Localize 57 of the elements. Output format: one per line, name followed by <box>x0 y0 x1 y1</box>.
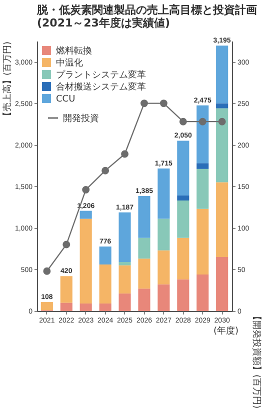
bar <box>158 168 170 219</box>
x-axis-title: (年度) <box>213 326 238 336</box>
bar <box>216 257 228 311</box>
bar <box>80 304 92 311</box>
y-axis-title: 【売上高】(百万円) <box>2 42 13 121</box>
bar <box>177 196 190 201</box>
point <box>160 100 168 108</box>
bar <box>99 304 112 311</box>
bar <box>177 140 190 196</box>
point <box>121 150 129 158</box>
bar <box>99 264 112 304</box>
bar <box>216 108 228 182</box>
point <box>218 118 226 126</box>
bar <box>196 208 209 274</box>
y2-axis-title: 【開発投資額】(百万円) <box>251 312 262 409</box>
bar <box>138 288 150 311</box>
point <box>82 186 90 194</box>
bar <box>196 105 209 164</box>
bar <box>118 294 131 311</box>
bar <box>196 274 209 311</box>
bar <box>40 302 53 310</box>
bar <box>80 210 92 219</box>
bar <box>60 302 72 311</box>
bar <box>80 218 92 304</box>
legend-label: プラントシステム変革 <box>56 70 146 80</box>
point <box>62 240 70 248</box>
bar <box>177 238 190 280</box>
bar <box>118 262 131 266</box>
bar <box>216 103 228 108</box>
bar <box>158 250 170 284</box>
legend-label: 燃料転換 <box>56 46 92 56</box>
bar <box>177 279 190 311</box>
legend-label: 開発投資 <box>63 113 99 124</box>
bar <box>158 284 170 311</box>
bar <box>118 265 131 294</box>
bar <box>196 168 209 209</box>
point <box>198 118 206 126</box>
bar <box>118 212 131 262</box>
bar <box>138 196 150 238</box>
point <box>179 118 187 126</box>
bar <box>138 238 150 259</box>
legend-label: 合材搬送システム変革 <box>56 82 146 92</box>
bar <box>216 46 228 104</box>
point <box>140 100 148 108</box>
bar <box>216 182 228 257</box>
bar <box>158 218 170 250</box>
bar <box>138 258 150 289</box>
legend-label: CCU <box>56 94 76 104</box>
point <box>43 267 51 275</box>
bar <box>99 246 112 264</box>
bar <box>177 200 190 238</box>
bar <box>196 163 209 169</box>
bar <box>60 276 72 303</box>
legend-label: 中温化 <box>56 58 83 68</box>
chart-title: 脱・低炭素関連製品の売上高目標と投資計画 <box>36 4 257 17</box>
chart-subtitle: (2021～23年度は実績値) <box>37 16 170 30</box>
point <box>102 166 110 174</box>
